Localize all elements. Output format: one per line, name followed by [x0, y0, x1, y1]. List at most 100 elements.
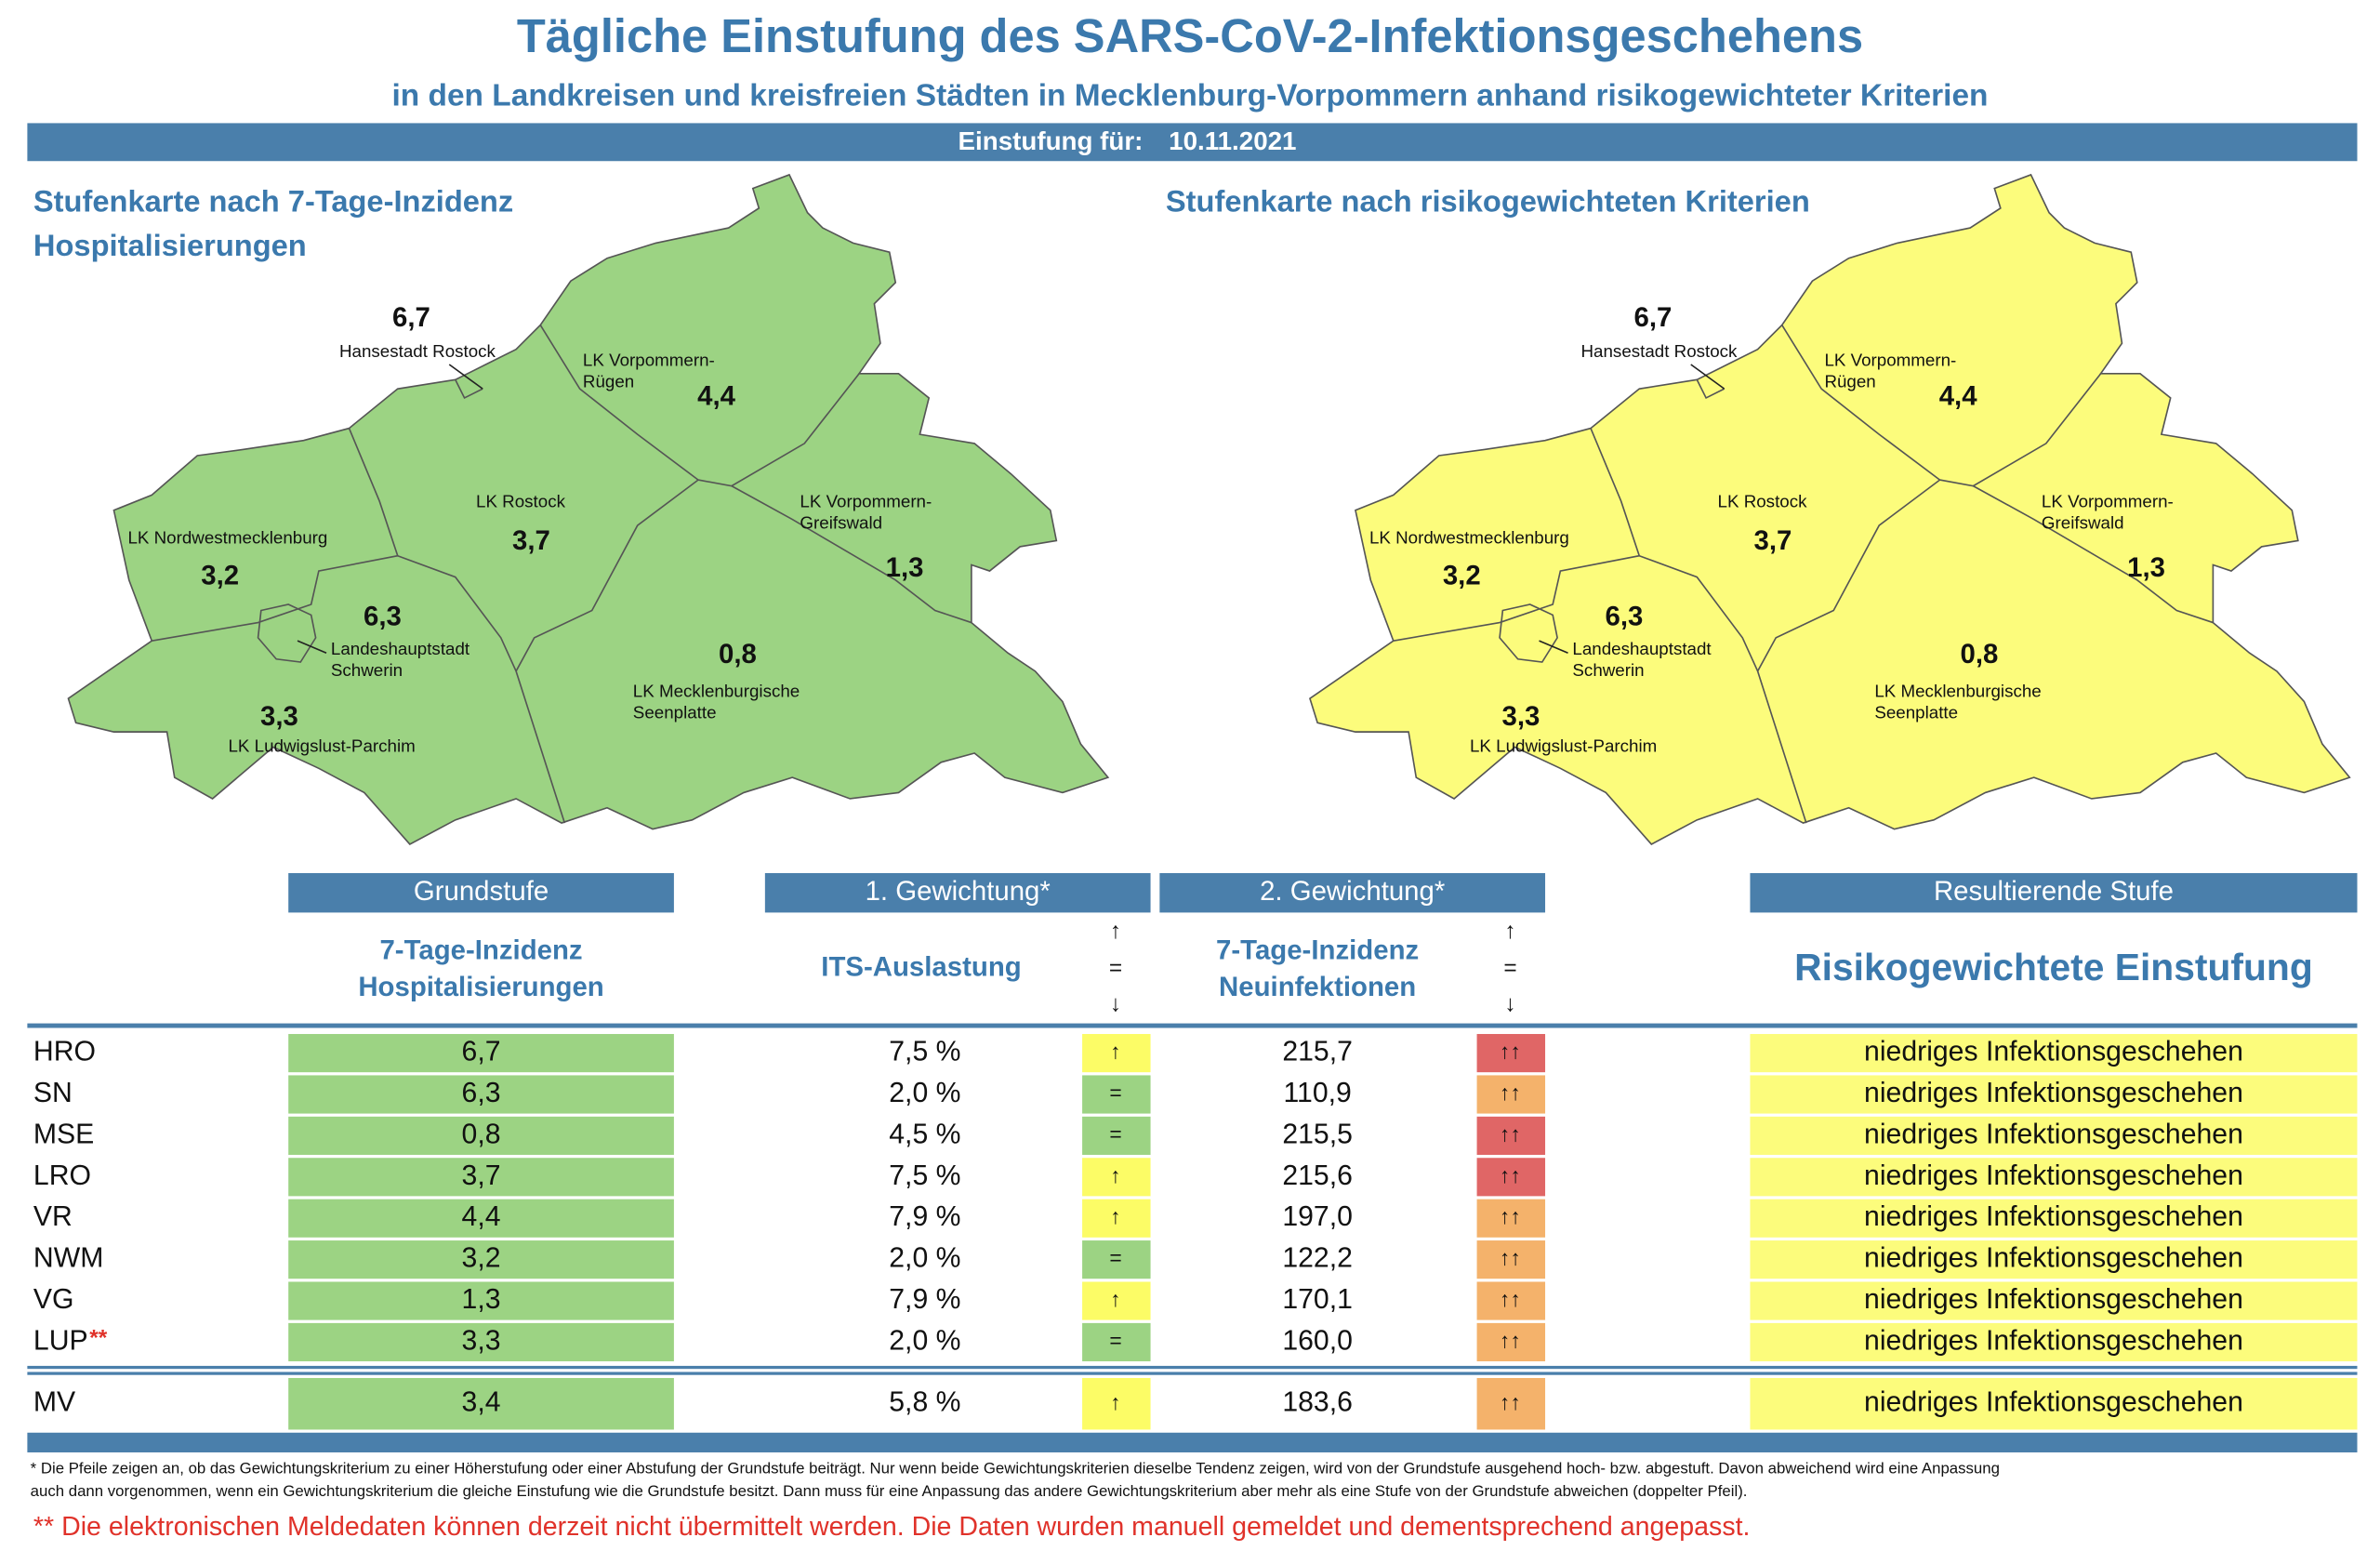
region-border: [397, 554, 566, 824]
its-trend-cell: [1082, 1377, 1151, 1430]
result-value: niedriges Infektionsgeschehen: [1864, 1201, 2243, 1232]
its-value: 2,0 %: [889, 1243, 960, 1274]
its-trend: ↑: [1110, 1390, 1120, 1414]
map-title: Stufenkarte nach 7-Tage-Inzidenz: [33, 184, 513, 219]
incidence-trend: ↑↑: [1500, 1163, 1521, 1187]
date-label: Einstufung für:: [959, 126, 1144, 155]
region-name: Schwerin: [1572, 660, 1644, 680]
row-code: VR: [33, 1201, 73, 1232]
region-value: 1,3: [886, 552, 924, 583]
result-value: niedriges Infektionsgeschehen: [1864, 1387, 2243, 1418]
result-cell: [1750, 1199, 2358, 1238]
column-header: Neuinfektionen: [1219, 972, 1416, 1002]
trend-legend: ↑: [1504, 919, 1515, 944]
region-name: LK Vorpommern-: [583, 351, 715, 370]
region-value: 0,8: [719, 639, 757, 669]
header-rule: [27, 1023, 2358, 1028]
region-name: LK Ludwigslust-Parchim: [228, 736, 415, 755]
incidence-trend: ↑↑: [1500, 1121, 1521, 1146]
region-name: LK Ludwigslust-Parchim: [1470, 736, 1657, 755]
region-value: 3,3: [1501, 701, 1540, 732]
region-name: Hansestadt Rostock: [339, 341, 496, 361]
group-header-bg: [1750, 872, 2358, 913]
hosp-value: 6,3: [462, 1078, 501, 1108]
its-trend-cell: [1082, 1075, 1151, 1114]
region-name: Hansestadt Rostock: [1581, 341, 1739, 361]
map: 6,7 Hansestadt Rostock 4,4 LK Vorpommern- Rü…: [1309, 173, 2351, 845]
region-border: [731, 484, 972, 624]
result-value: niedriges Infektionsgeschehen: [1864, 1119, 2243, 1149]
row-code-note: **: [89, 1326, 108, 1351]
its-value: 4,5 %: [889, 1119, 960, 1149]
group-header-bg: [1159, 872, 1546, 913]
row-code: NWM: [33, 1243, 103, 1274]
region-border: [1696, 378, 1726, 400]
incidence-value: 215,7: [1282, 1037, 1353, 1067]
column-header: Hospitalisierungen: [358, 972, 603, 1002]
result-cell: [1750, 1116, 2358, 1155]
hosp-cell: [288, 1075, 674, 1114]
result-cell: [1750, 1075, 2358, 1114]
incidence-trend-cell: [1476, 1116, 1546, 1155]
region-value: 3,2: [201, 560, 239, 590]
column-header: 7-Tage-Inzidenz: [379, 935, 582, 966]
incidence-value: 183,6: [1282, 1387, 1353, 1418]
region-border: [1638, 554, 1807, 824]
region-name: Greifswald: [2042, 512, 2124, 532]
its-trend-cell: [1082, 1116, 1151, 1155]
its-trend: =: [1109, 1080, 1121, 1105]
incidence-trend: ↑↑: [1500, 1080, 1521, 1105]
leader-line: [1539, 640, 1568, 654]
group-header: 1. Gewichtung*: [866, 876, 1051, 907]
incidence-trend: ↑↑: [1500, 1204, 1521, 1228]
hosp-cell: [288, 1158, 674, 1197]
row-code: LRO: [33, 1160, 91, 1191]
region-name: Rügen: [1824, 372, 1875, 391]
hosp-value: 0,8: [462, 1119, 501, 1149]
its-trend: ↑: [1110, 1163, 1120, 1187]
result-value: niedriges Infektionsgeschehen: [1864, 1160, 2243, 1191]
its-value: 7,5 %: [889, 1160, 960, 1191]
incidence-trend: ↑↑: [1500, 1287, 1521, 1311]
result-value: niedriges Infektionsgeschehen: [1864, 1078, 2243, 1108]
incidence-value: 160,0: [1282, 1325, 1353, 1356]
its-trend-cell: [1082, 1240, 1151, 1279]
region-value: 4,4: [1939, 381, 1977, 412]
trend-legend: =: [1503, 955, 1516, 980]
result-cell: [1750, 1240, 2358, 1279]
region-value: 4,4: [697, 381, 735, 412]
hosp-cell: [288, 1281, 674, 1320]
hosp-value: 4,4: [462, 1201, 501, 1232]
region-name: Seenplatte: [1874, 702, 1958, 722]
its-value: 5,8 %: [889, 1387, 960, 1418]
its-value: 7,9 %: [889, 1284, 960, 1315]
its-trend-cell: [1082, 1199, 1151, 1238]
map: 6,7 Hansestadt Rostock 4,4 LK Vorpommern- Rü…: [67, 173, 1110, 845]
region-name: Schwerin: [331, 660, 403, 680]
group-header: Resultierende Stufe: [1934, 876, 2174, 907]
incidence-value: 215,5: [1282, 1119, 1353, 1149]
hosp-value: 3,2: [462, 1243, 501, 1274]
result-cell: [1750, 1281, 2358, 1320]
region-border: [455, 378, 483, 400]
its-trend: =: [1109, 1328, 1121, 1352]
row-code: HRO: [33, 1037, 96, 1067]
region-name: LK Rostock: [476, 492, 566, 511]
subtitle: in den Landkreisen und kreisfreien Städt…: [391, 79, 1988, 113]
region-border: [1393, 428, 1641, 642]
trend-legend: =: [1109, 955, 1122, 980]
row-code: VG: [33, 1284, 74, 1315]
result-value: niedriges Infektionsgeschehen: [1864, 1284, 2243, 1315]
region-name: LK Vorpommern-: [2042, 492, 2174, 511]
its-value: 2,0 %: [889, 1078, 960, 1108]
map-outline: [1309, 173, 2351, 845]
region-value: 3,7: [1754, 525, 1792, 556]
leader-line: [448, 364, 483, 390]
its-trend: ↑: [1110, 1040, 1120, 1064]
result-value: niedriges Infektionsgeschehen: [1864, 1037, 2243, 1067]
region-name: Landeshauptstadt: [331, 639, 470, 658]
its-trend: =: [1109, 1246, 1121, 1270]
region-border: [152, 428, 399, 642]
trend-legend: ↓: [1504, 991, 1515, 1016]
region-border: [515, 479, 699, 672]
